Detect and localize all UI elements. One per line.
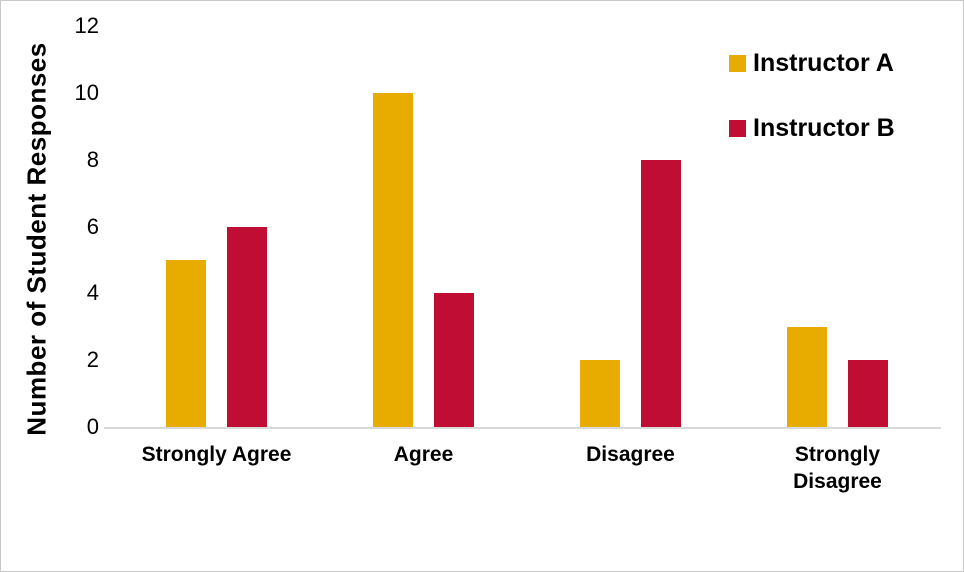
legend-item-instructor-b: Instructor B bbox=[729, 116, 895, 141]
legend-label-instructor-b: Instructor B bbox=[753, 114, 895, 142]
bar-instructor-a-strongly-disagree bbox=[787, 326, 827, 427]
legend-swatch-instructor-a bbox=[729, 55, 746, 72]
x-axis-label-agree: Agree bbox=[393, 443, 454, 466]
y-tick-label: 6 bbox=[86, 213, 99, 239]
legend-label-instructor-a: Instructor A bbox=[753, 49, 894, 77]
y-axis-title: Number of Student Responses bbox=[21, 42, 52, 436]
y-tick-label: 8 bbox=[86, 146, 99, 172]
bar-group-disagree bbox=[527, 26, 734, 427]
bar-group-agree bbox=[320, 26, 527, 427]
legend: Instructor A Instructor B bbox=[729, 51, 895, 141]
x-axis-label-strongly-agree: Strongly Agree bbox=[141, 443, 292, 466]
y-axis-ticks: 0 2 4 6 8 10 12 bbox=[57, 15, 99, 438]
legend-item-instructor-a: Instructor A bbox=[729, 51, 895, 76]
x-axis-zero-tick bbox=[104, 427, 113, 429]
bar-instructor-b-strongly-agree bbox=[227, 226, 267, 427]
bar-instructor-b-agree bbox=[434, 293, 474, 427]
plot-groups bbox=[113, 26, 941, 427]
legend-swatch-instructor-b bbox=[729, 120, 746, 137]
y-tick-label: 2 bbox=[86, 347, 99, 373]
x-axis-labels: Strongly Agree Agree Disagree Strongly Disa… bbox=[113, 441, 941, 495]
bar-instructor-a-disagree bbox=[580, 360, 620, 427]
y-tick-label: 10 bbox=[74, 79, 99, 105]
bar-group-strongly-agree bbox=[113, 26, 320, 427]
bar-instructor-a-strongly-agree bbox=[166, 259, 206, 427]
bar-instructor-b-strongly-disagree bbox=[848, 360, 888, 427]
x-axis-label-strongly-disagree: Strongly Disagree bbox=[793, 443, 882, 493]
bar-instructor-b-disagree bbox=[641, 159, 681, 427]
x-axis-label-disagree: Disagree bbox=[586, 443, 675, 466]
bar-instructor-a-agree bbox=[373, 92, 413, 427]
y-tick-label: 0 bbox=[86, 414, 99, 439]
y-tick-label: 12 bbox=[74, 13, 99, 38]
plot-area bbox=[104, 26, 941, 429]
y-tick-label: 4 bbox=[86, 280, 99, 306]
bar-group-strongly-disagree bbox=[734, 26, 941, 427]
